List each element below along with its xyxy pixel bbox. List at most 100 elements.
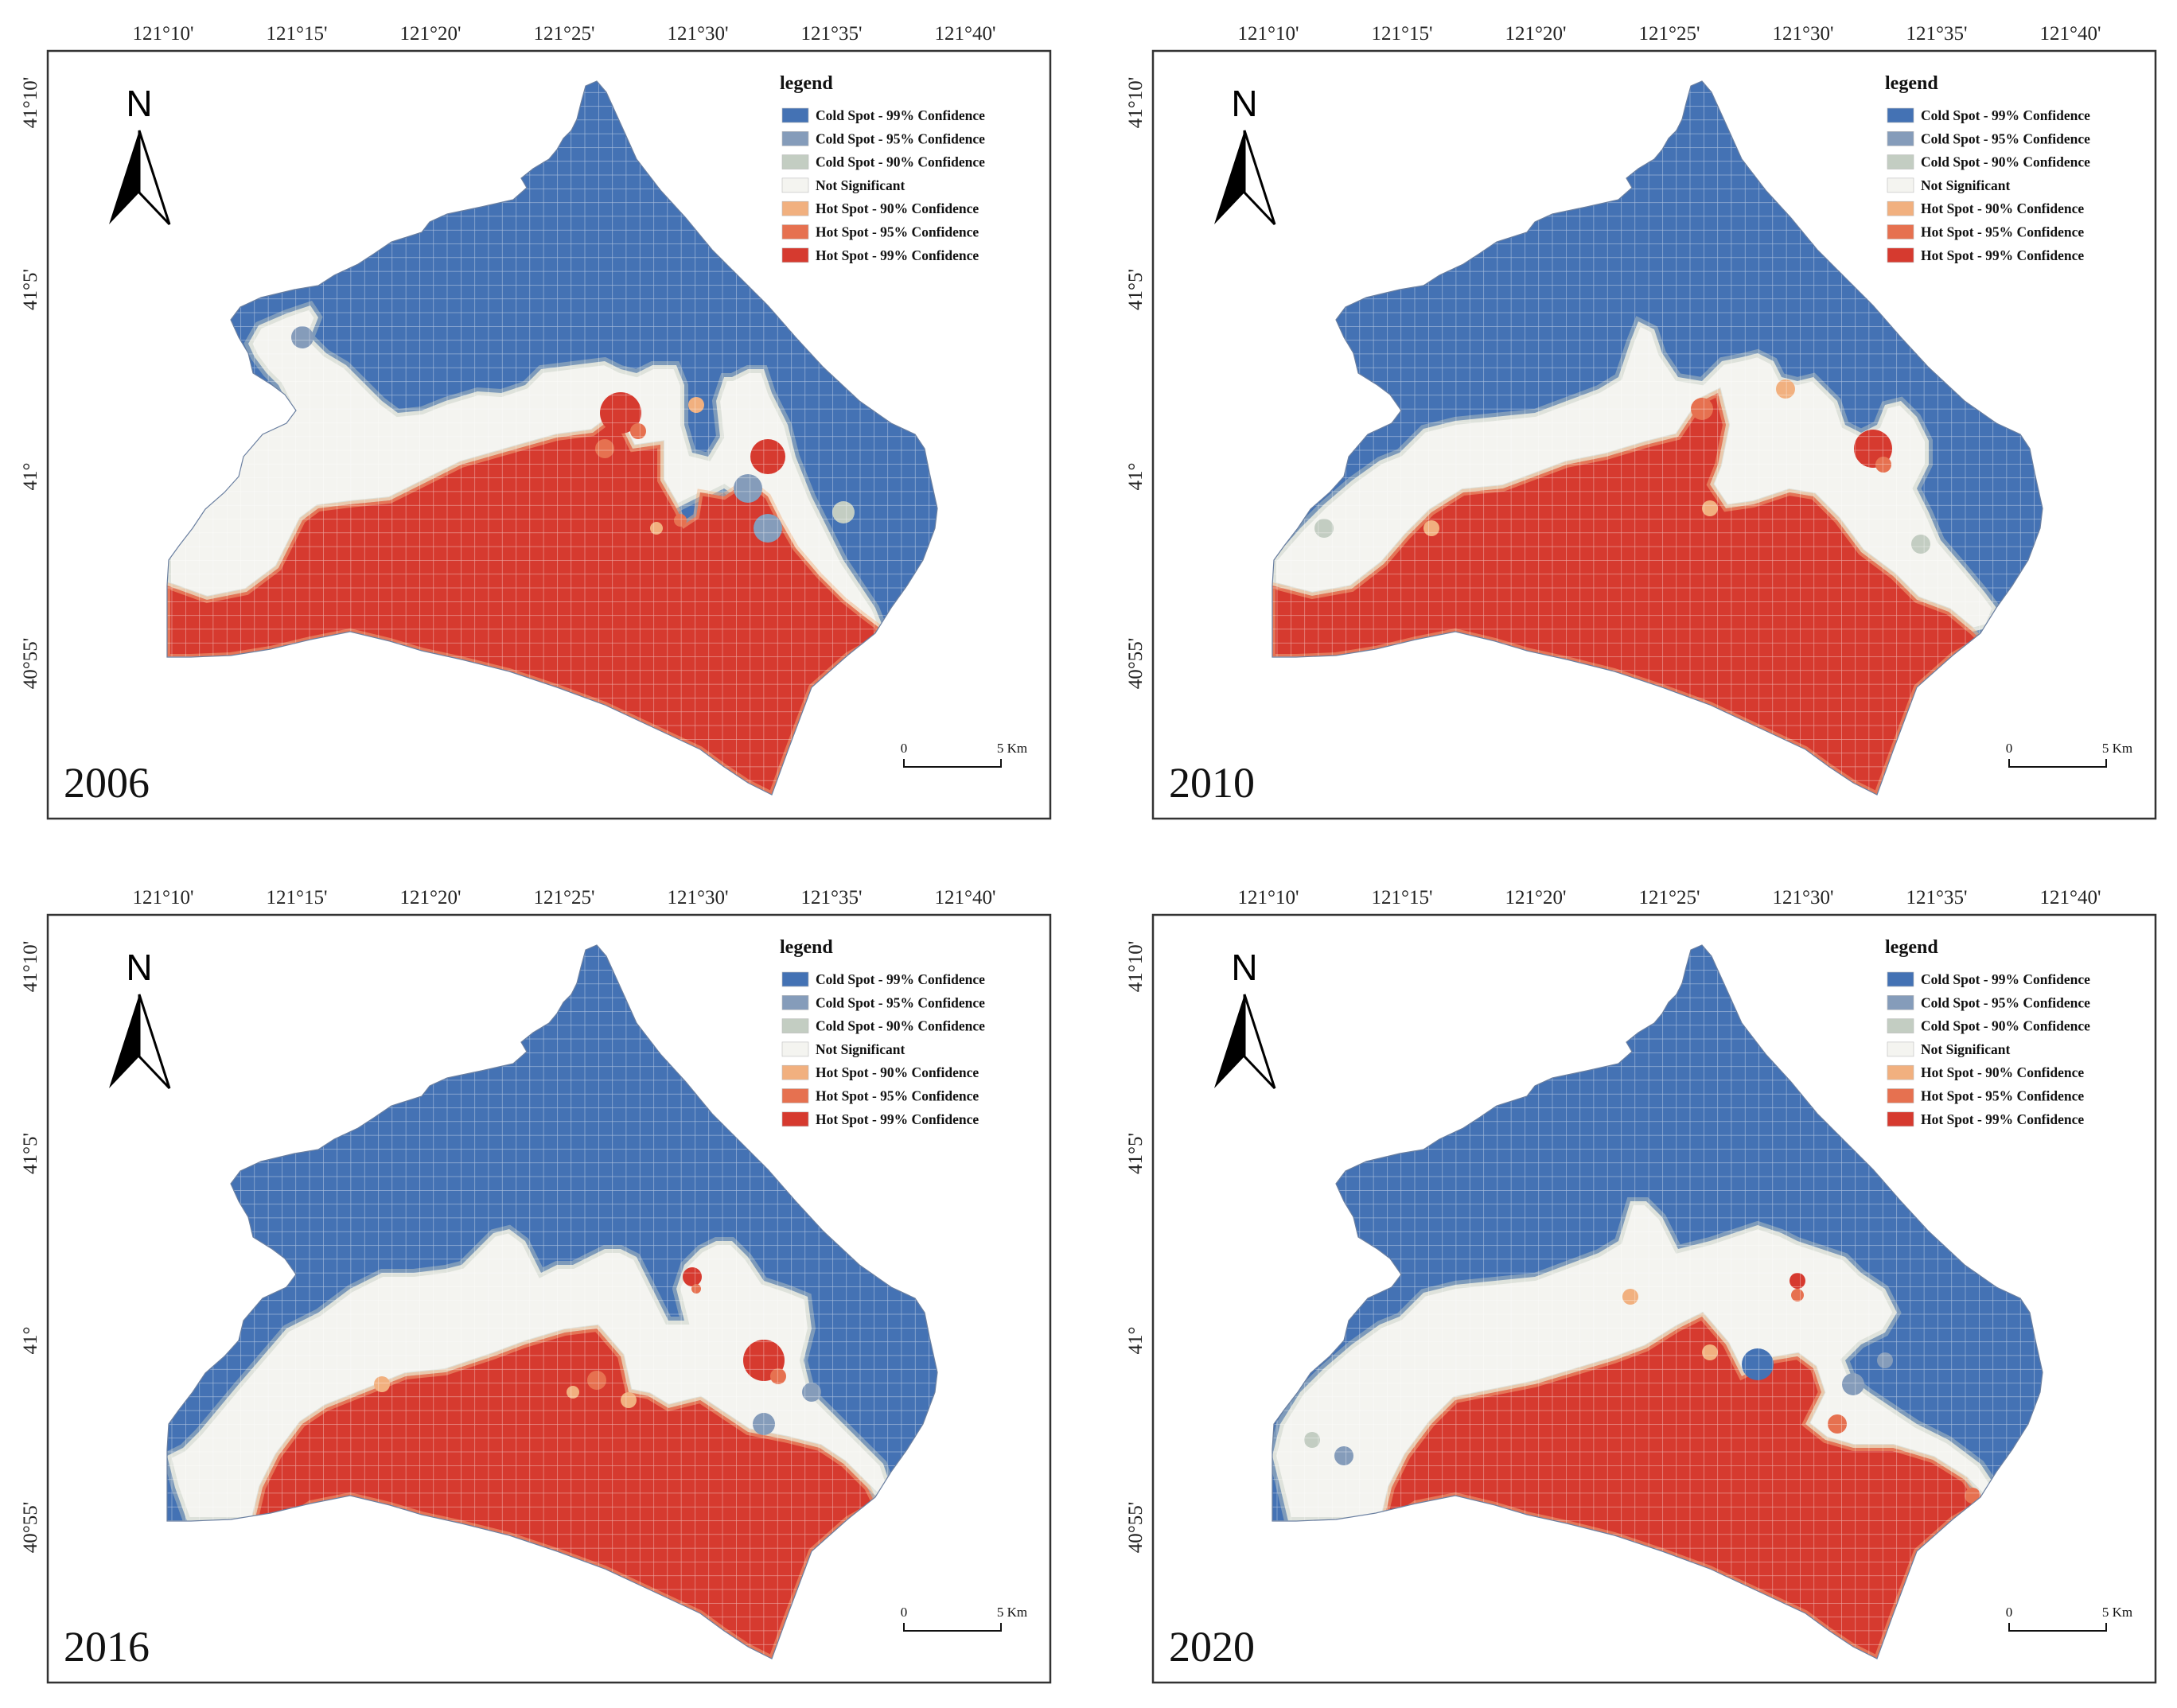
lon-tick-label: 121°25' xyxy=(533,887,594,908)
lon-tick-label: 121°40' xyxy=(934,887,995,908)
scale-bar: 0 5 Km xyxy=(2006,741,2132,768)
map-panels: 121°10' 121°15' 121°20' 121°25' 121°30' 121°3… xyxy=(20,23,2157,1684)
legend-item-label: Hot Spot - 95% Confidence xyxy=(816,224,979,240)
scale-bar: 0 5 Km xyxy=(901,1605,1027,1632)
legend-item-label: Cold Spot - 90% Confidence xyxy=(816,154,985,170)
north-arrow-icon: N xyxy=(109,947,171,1090)
legend-item-label: Cold Spot - 90% Confidence xyxy=(816,1018,985,1034)
lon-tick-label: 121°30' xyxy=(667,887,728,908)
legend-swatch-cold95 xyxy=(1887,131,1914,146)
legend-swatch-cold95 xyxy=(781,131,809,146)
map-panel-2010: 121°10' 121°15' 121°20' 121°25' 121°30' 121°3… xyxy=(1125,23,2157,820)
lon-tick-label: 121°15' xyxy=(1371,23,1432,45)
scale-bar-line xyxy=(2008,1623,2107,1632)
legend-item-label: Not Significant xyxy=(816,1041,905,1057)
legend-swatch-cold99 xyxy=(781,107,809,123)
legend-swatch-cold90 xyxy=(1887,1018,1914,1033)
legend-title: legend xyxy=(1885,937,1938,958)
north-letter: N xyxy=(126,947,152,988)
lon-tick-label: 121°35' xyxy=(800,23,862,45)
legend-item-label: Hot Spot - 99% Confidence xyxy=(816,247,979,263)
lat-tick-label: 41° xyxy=(1125,463,1147,491)
lat-tick-label: 41° xyxy=(20,1327,41,1355)
map-panel-2020: 121°10' 121°15' 121°20' 121°25' 121°30' 121°3… xyxy=(1125,887,2157,1684)
north-arrow-right xyxy=(1243,130,1276,226)
legend: legend Cold Spot - 99% Confidence Cold Spo… xyxy=(780,937,985,1127)
legend-swatch-hot95 xyxy=(1887,224,1914,239)
north-arrow-icon: N xyxy=(1214,83,1276,226)
legend-item-label: Hot Spot - 99% Confidence xyxy=(816,1111,979,1127)
lat-tick-label: 41°10' xyxy=(20,941,41,993)
legend-swatch-cold95 xyxy=(781,995,809,1010)
legend: legend Cold Spot - 99% Confidence Cold Spo… xyxy=(1885,937,2090,1127)
legend-swatch-cold95 xyxy=(1887,995,1914,1010)
north-arrow-left xyxy=(1214,130,1244,224)
legend-swatch-notsig xyxy=(1887,1041,1914,1057)
lat-tick-label: 40°55' xyxy=(1125,1502,1147,1554)
legend-item-label: Cold Spot - 99% Confidence xyxy=(816,971,985,987)
lon-tick-label: 121°30' xyxy=(1772,887,1833,908)
scale-end-label: 5 Km xyxy=(997,1605,1027,1620)
lon-tick-label: 121°40' xyxy=(2039,23,2101,45)
legend-item-label: Hot Spot - 95% Confidence xyxy=(1921,1088,2084,1104)
north-arrow-icon: N xyxy=(1214,947,1276,1090)
legend-swatch-hot95 xyxy=(781,1088,809,1103)
map-panel-2006: 121°10' 121°15' 121°20' 121°25' 121°30' 121°3… xyxy=(20,23,1052,820)
north-arrow-right xyxy=(138,130,171,226)
lon-tick-label: 121°35' xyxy=(1906,887,1967,908)
legend-swatch-hot90 xyxy=(1887,200,1914,216)
legend-swatch-hot99 xyxy=(781,247,809,263)
lon-tick-label: 121°20' xyxy=(399,887,461,908)
lon-tick-label: 121°15' xyxy=(1371,887,1432,908)
lon-tick-label: 121°10' xyxy=(132,887,193,908)
legend-item-label: Cold Spot - 90% Confidence xyxy=(1921,1018,2090,1034)
study-area xyxy=(1272,945,2043,1659)
lat-tick-label: 41°10' xyxy=(1125,941,1147,993)
legend-title: legend xyxy=(1885,73,1938,94)
lon-tick-label: 121°40' xyxy=(934,23,995,45)
legend: legend Cold Spot - 99% Confidence Cold Spo… xyxy=(780,73,985,263)
legend-swatch-notsig xyxy=(781,177,809,193)
lat-tick-label: 40°55' xyxy=(1125,638,1147,690)
legend-item-label: Hot Spot - 90% Confidence xyxy=(816,1064,979,1080)
lat-tick-label: 41°5' xyxy=(1125,1133,1147,1174)
lon-tick-label: 121°20' xyxy=(1505,23,1566,45)
legend-item-label: Hot Spot - 90% Confidence xyxy=(816,200,979,216)
north-arrow-left xyxy=(109,994,139,1088)
north-letter: N xyxy=(126,83,152,124)
north-arrow-left xyxy=(109,130,139,224)
year-label: 2020 xyxy=(1169,1623,1255,1671)
north-arrow-right xyxy=(1243,994,1276,1090)
scale-end-label: 5 Km xyxy=(997,741,1027,756)
lat-tick-label: 41°5' xyxy=(20,269,41,310)
lat-tick-label: 41°5' xyxy=(1125,269,1147,310)
lat-tick-label: 41°5' xyxy=(20,1133,41,1174)
scale-start-label: 0 xyxy=(2006,1605,2013,1620)
lat-tick-label: 41°10' xyxy=(20,77,41,129)
lon-tick-label: 121°10' xyxy=(1237,887,1299,908)
lon-tick-label: 121°35' xyxy=(1906,23,1967,45)
lon-tick-label: 121°15' xyxy=(266,23,327,45)
scale-end-label: 5 Km xyxy=(2102,741,2132,756)
legend-item-label: Cold Spot - 95% Confidence xyxy=(816,130,985,146)
legend-item-label: Cold Spot - 95% Confidence xyxy=(1921,130,2090,146)
lat-tick-label: 40°55' xyxy=(20,638,41,690)
map-panel-2016: 121°10' 121°15' 121°20' 121°25' 121°30' 121°3… xyxy=(20,887,1052,1684)
legend-item-label: Hot Spot - 95% Confidence xyxy=(1921,224,2084,240)
scale-bar: 0 5 Km xyxy=(901,741,1027,768)
legend-swatch-cold99 xyxy=(1887,971,1914,987)
scale-start-label: 0 xyxy=(901,1605,908,1620)
scale-start-label: 0 xyxy=(901,741,908,756)
north-arrow-right xyxy=(138,994,171,1090)
lon-tick-label: 121°25' xyxy=(1638,23,1700,45)
legend-swatch-hot95 xyxy=(1887,1088,1914,1103)
legend-item-label: Cold Spot - 95% Confidence xyxy=(1921,994,2090,1010)
study-area-outline xyxy=(166,80,938,796)
legend-swatch-cold90 xyxy=(781,1018,809,1033)
lon-tick-label: 121°10' xyxy=(1237,23,1299,45)
study-area-outline xyxy=(1272,80,2043,796)
legend-item-label: Cold Spot - 99% Confidence xyxy=(816,107,985,123)
legend-title: legend xyxy=(780,937,833,958)
legend-swatch-notsig xyxy=(1887,177,1914,193)
